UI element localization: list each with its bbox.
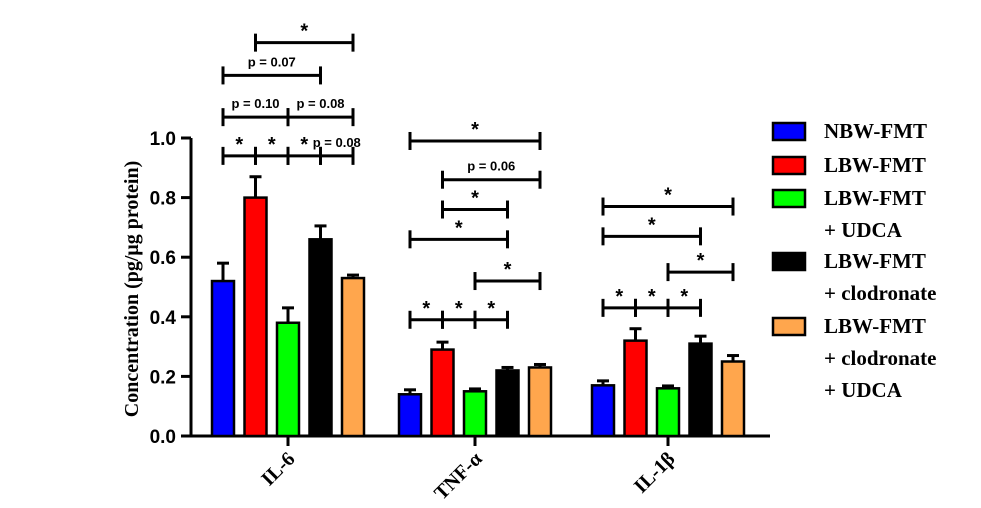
significance-label: * — [471, 188, 479, 210]
significance-label: * — [268, 134, 276, 156]
legend-swatch — [771, 251, 807, 272]
significance-annotations: * p = 0.07 p = 0.10 p = 0.08 * * * p = 0.08 * p =… — [221, 21, 735, 329]
y-axis-label: Concentration (pg/μg protein) — [121, 161, 143, 418]
legend-label: LBW-FMT — [824, 186, 926, 210]
x-axis-ticks: IL-6 TNF-α IL-1β — [257, 436, 680, 504]
bar-3-1 — [495, 369, 520, 438]
y-tick-label: 0.8 — [150, 189, 176, 210]
legend-label: + clodronate — [824, 281, 937, 305]
legend-label: NBW-FMT — [824, 119, 927, 143]
legend-swatch — [771, 188, 807, 209]
significance-label: * — [422, 298, 430, 320]
bar-4-1 — [527, 366, 553, 438]
y-tick-label: 0.0 — [150, 427, 176, 448]
bar-0-1 — [397, 393, 423, 438]
significance-label: * — [455, 217, 463, 239]
bar-4-0 — [340, 276, 366, 438]
bar-2-2 — [655, 387, 681, 438]
bar-1-2 — [623, 339, 648, 438]
bar-1-1 — [430, 348, 455, 438]
significance-label: * — [455, 298, 463, 320]
significance-label: p = 0.06 — [467, 159, 515, 174]
significance-label: p = 0.08 — [296, 96, 344, 111]
x-category-label: TNF-α — [430, 448, 486, 504]
significance-label: * — [664, 185, 672, 207]
significance-label: p = 0.08 — [313, 135, 361, 150]
legend: NBW-FMT LBW-FMT LBW-FMT + UDCA LBW-FMT + clod… — [771, 119, 937, 402]
significance-label: * — [648, 286, 656, 308]
bar-0-2 — [590, 384, 616, 438]
legend-label: + UDCA — [824, 378, 903, 402]
error-bars — [217, 175, 739, 395]
significance-label: * — [235, 134, 243, 156]
bar-4-2 — [720, 360, 746, 438]
legend-label: + clodronate — [824, 346, 937, 370]
significance-label: p = 0.07 — [248, 54, 296, 69]
significance-label: * — [648, 214, 656, 236]
y-tick-label: 0.2 — [150, 367, 176, 388]
y-tick-label: 0.6 — [150, 248, 176, 269]
significance-label: * — [697, 250, 705, 272]
significance-label: * — [615, 286, 623, 308]
significance-label: * — [504, 259, 512, 281]
bar-3-2 — [688, 342, 713, 438]
x-category-label: IL-1β — [630, 448, 680, 498]
significance-label: * — [680, 286, 688, 308]
legend-label: + UDCA — [824, 218, 903, 242]
bar-3-0 — [308, 238, 333, 438]
y-tick-label: 1.0 — [150, 129, 176, 150]
y-tick-label: 0.4 — [150, 308, 177, 329]
significance-label: * — [300, 21, 308, 43]
significance-label: p = 0.10 — [231, 96, 279, 111]
legend-label: LBW-FMT — [824, 314, 926, 338]
x-category-label: IL-6 — [257, 448, 299, 490]
significance-label: * — [487, 298, 495, 320]
bar-2-0 — [275, 321, 301, 438]
legend-label: LBW-FMT — [824, 153, 926, 177]
significance-label: * — [471, 119, 479, 141]
legend-label: LBW-FMT — [824, 249, 926, 273]
legend-swatch — [771, 121, 807, 142]
bar-series — [210, 196, 746, 438]
bar-2-1 — [462, 390, 488, 438]
y-axis-ticks: 0.0 0.2 0.4 0.6 0.8 1.0 — [150, 129, 191, 448]
legend-swatch — [771, 316, 807, 337]
bar-1-0 — [243, 196, 268, 438]
bar-0-0 — [210, 279, 236, 438]
significance-label: * — [300, 134, 308, 156]
legend-swatch — [771, 155, 807, 176]
